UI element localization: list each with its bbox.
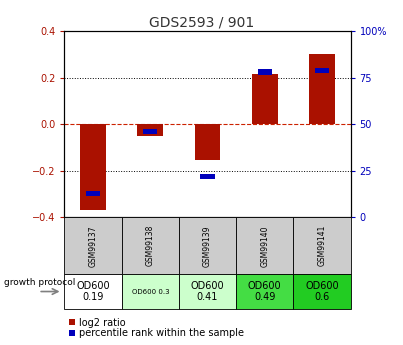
Text: GSM99140: GSM99140 <box>260 225 269 267</box>
Text: percentile rank within the sample: percentile rank within the sample <box>79 328 243 338</box>
Bar <box>309 54 335 124</box>
Text: growth protocol: growth protocol <box>4 278 75 287</box>
Bar <box>315 68 329 73</box>
Text: OD600
0.19: OD600 0.19 <box>76 281 110 302</box>
Bar <box>86 190 100 196</box>
Text: OD600 0.3: OD600 0.3 <box>131 288 169 295</box>
Bar <box>80 124 106 210</box>
Text: OD600
0.41: OD600 0.41 <box>191 281 224 302</box>
Bar <box>69 329 75 336</box>
Text: GSM99138: GSM99138 <box>146 225 155 266</box>
Text: GSM99137: GSM99137 <box>89 225 98 267</box>
Text: OD600
0.6: OD600 0.6 <box>305 281 339 302</box>
Bar <box>200 174 215 179</box>
Text: OD600
0.49: OD600 0.49 <box>248 281 282 302</box>
Bar <box>195 124 220 160</box>
Bar <box>69 319 75 325</box>
Text: log2 ratio: log2 ratio <box>79 318 125 327</box>
Text: GSM99141: GSM99141 <box>318 225 326 266</box>
Text: GSM99139: GSM99139 <box>203 225 212 267</box>
Bar <box>137 124 163 136</box>
Bar <box>252 74 278 124</box>
Bar <box>143 129 158 134</box>
Text: GDS2593 / 901: GDS2593 / 901 <box>149 16 254 30</box>
Bar <box>258 69 272 75</box>
